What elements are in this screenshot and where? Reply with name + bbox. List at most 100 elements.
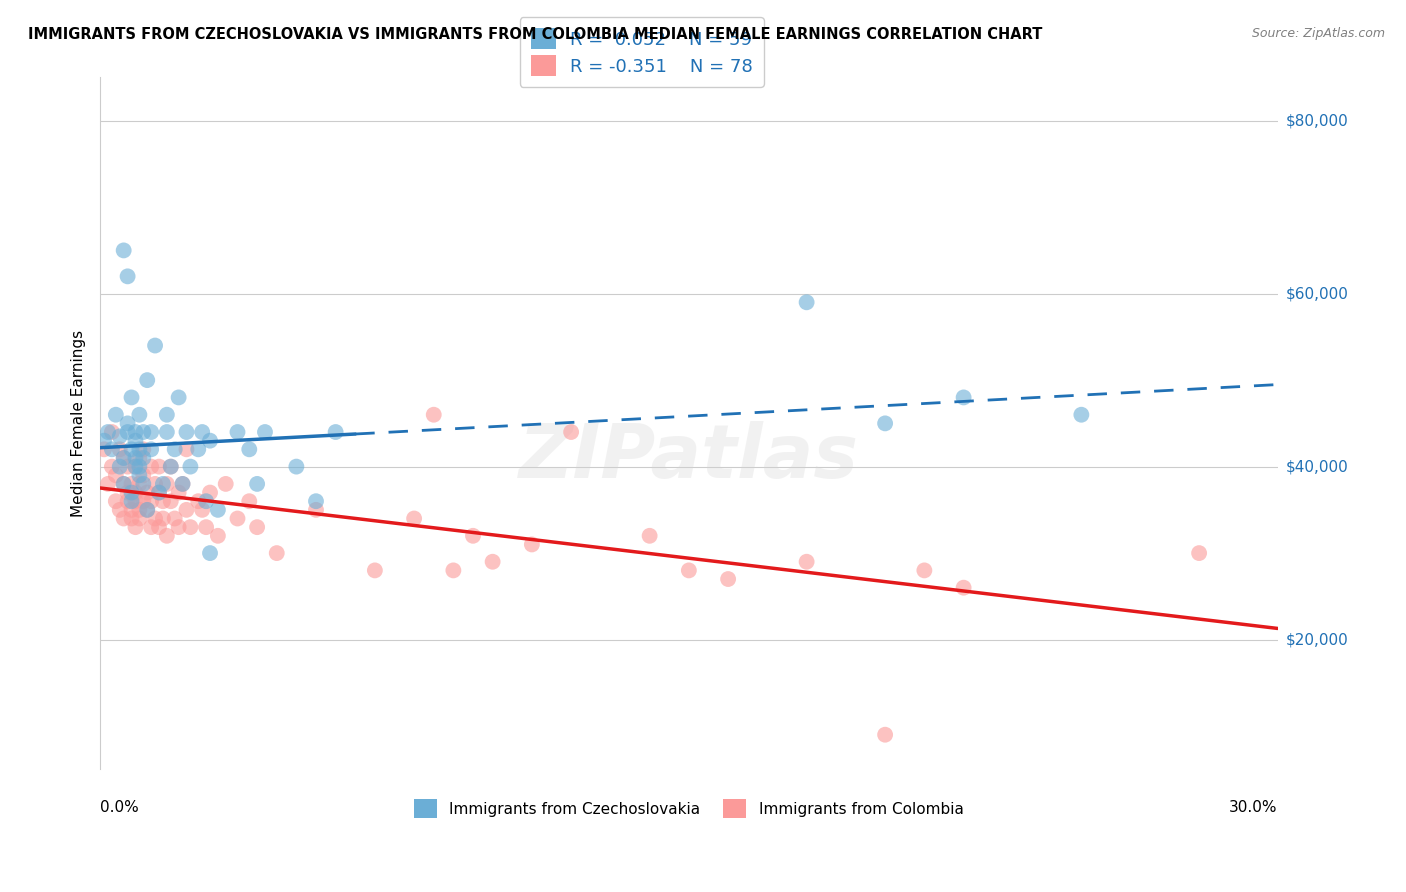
Point xyxy=(101,459,124,474)
Point xyxy=(143,338,166,352)
Point xyxy=(246,520,269,534)
Point xyxy=(159,459,181,474)
Point xyxy=(128,442,150,457)
Point xyxy=(97,476,120,491)
Point xyxy=(238,494,260,508)
Point xyxy=(141,425,163,439)
Point xyxy=(97,425,120,439)
Point xyxy=(141,520,163,534)
Point xyxy=(152,511,174,525)
Text: 0.0%: 0.0% xyxy=(100,800,139,815)
Point xyxy=(481,555,503,569)
Point xyxy=(238,442,260,457)
Point xyxy=(112,511,135,525)
Point xyxy=(187,494,209,508)
Point xyxy=(117,425,139,439)
Point xyxy=(148,485,170,500)
Point xyxy=(108,429,131,443)
Point xyxy=(93,434,115,448)
Point xyxy=(148,520,170,534)
Point xyxy=(136,503,159,517)
Point xyxy=(124,459,146,474)
Point xyxy=(187,442,209,457)
Point xyxy=(136,485,159,500)
Point xyxy=(124,450,146,465)
Point xyxy=(198,485,221,500)
Point xyxy=(124,459,146,474)
Point xyxy=(132,442,155,457)
Point xyxy=(132,425,155,439)
Point xyxy=(246,476,269,491)
Point xyxy=(305,494,328,508)
Point xyxy=(325,425,347,439)
Point xyxy=(191,503,214,517)
Point xyxy=(108,459,131,474)
Text: Source: ZipAtlas.com: Source: ZipAtlas.com xyxy=(1251,27,1385,40)
Point xyxy=(285,459,308,474)
Point xyxy=(136,503,159,517)
Point xyxy=(132,494,155,508)
Point xyxy=(163,511,186,525)
Point xyxy=(124,520,146,534)
Point xyxy=(121,485,143,500)
Point xyxy=(104,494,127,508)
Point xyxy=(93,442,115,457)
Point xyxy=(121,476,143,491)
Point xyxy=(132,476,155,491)
Point xyxy=(305,503,328,517)
Point xyxy=(156,476,179,491)
Point xyxy=(108,442,131,457)
Point xyxy=(207,503,229,517)
Point xyxy=(152,476,174,491)
Text: $20,000: $20,000 xyxy=(1286,632,1348,647)
Point xyxy=(128,511,150,525)
Point xyxy=(128,408,150,422)
Point xyxy=(112,450,135,465)
Point xyxy=(132,468,155,483)
Point xyxy=(128,459,150,474)
Point xyxy=(226,425,249,439)
Point xyxy=(141,494,163,508)
Point xyxy=(195,494,218,508)
Point xyxy=(124,425,146,439)
Point xyxy=(112,450,135,465)
Text: IMMIGRANTS FROM CZECHOSLOVAKIA VS IMMIGRANTS FROM COLOMBIA MEDIAN FEMALE EARNING: IMMIGRANTS FROM CZECHOSLOVAKIA VS IMMIGR… xyxy=(28,27,1042,42)
Point xyxy=(167,485,190,500)
Point xyxy=(104,408,127,422)
Point xyxy=(128,476,150,491)
Point xyxy=(875,728,897,742)
Point xyxy=(191,425,214,439)
Point xyxy=(195,520,218,534)
Point xyxy=(176,442,198,457)
Point xyxy=(198,434,221,448)
Point xyxy=(796,295,818,310)
Point xyxy=(159,494,181,508)
Point xyxy=(215,476,238,491)
Point xyxy=(163,442,186,457)
Point xyxy=(141,459,163,474)
Point xyxy=(128,503,150,517)
Point xyxy=(143,511,166,525)
Point xyxy=(121,503,143,517)
Point xyxy=(124,434,146,448)
Point xyxy=(912,563,935,577)
Point xyxy=(112,476,135,491)
Point xyxy=(253,425,276,439)
Point xyxy=(121,442,143,457)
Point xyxy=(172,476,194,491)
Point xyxy=(156,425,179,439)
Point xyxy=(796,555,818,569)
Point xyxy=(404,511,426,525)
Point xyxy=(176,425,198,439)
Point xyxy=(441,563,464,577)
Point xyxy=(875,417,897,431)
Point xyxy=(141,442,163,457)
Point xyxy=(124,494,146,508)
Legend: Immigrants from Czechoslovakia, Immigrants from Colombia: Immigrants from Czechoslovakia, Immigran… xyxy=(408,793,970,824)
Point xyxy=(156,529,179,543)
Text: $60,000: $60,000 xyxy=(1286,286,1348,301)
Point xyxy=(101,425,124,439)
Point xyxy=(156,408,179,422)
Point xyxy=(179,459,201,474)
Point xyxy=(152,494,174,508)
